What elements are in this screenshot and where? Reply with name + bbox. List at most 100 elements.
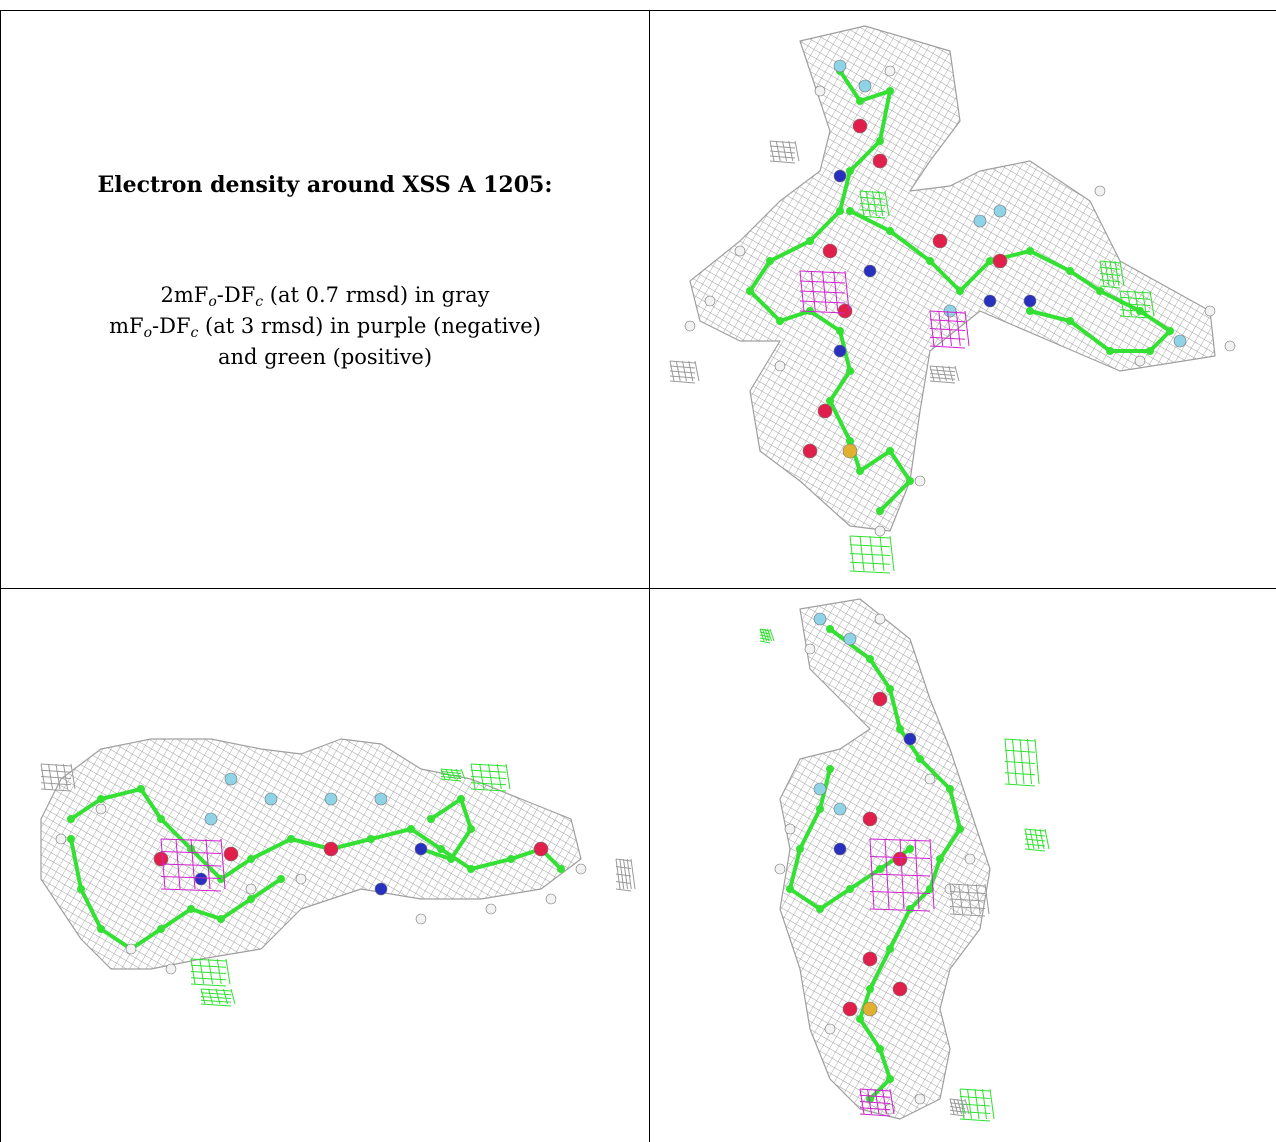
carbon-atom [826,625,834,633]
nitrogen-atom [833,842,847,856]
fluorine-atom [843,632,857,646]
carbon-atom [886,87,894,95]
noise-mesh [949,883,990,917]
carbon-atom [886,1075,894,1083]
fluorine-atom [833,59,847,73]
carbon-atom [1026,307,1034,315]
hydrogen-atom [964,853,976,865]
noise-mesh [929,365,960,384]
density-view-bottom-left [40,738,636,1007]
legend-line-green: and green (positive) [217,345,433,369]
carbon-atom [507,855,515,863]
negative-density [799,270,850,314]
carbon-atom [157,925,165,933]
positive-density [1024,828,1050,852]
carbon-atom [287,835,295,843]
carbon-atom [776,317,784,325]
hydrogen-atom [814,85,826,97]
positive-density [1004,738,1040,787]
carbon-atom [886,685,894,693]
caption-title: Electron density around XSS A 1205: [97,172,553,198]
carbon-atom [896,725,904,733]
carbon-atom [786,885,794,893]
nitrogen-atom [833,344,847,358]
negative-density [929,310,970,349]
positive-density [959,1088,995,1122]
carbon-atom [856,1015,864,1023]
fluorine-atom [374,792,388,806]
carbon-atom [826,765,834,773]
ligand-backbone [69,787,563,881]
view-bottom-right [650,589,1276,1142]
nitrogen-atom [374,882,388,896]
carbon-atom [427,815,435,823]
carbon-atom [886,945,894,953]
view-bottom-left [1,589,649,1142]
carbon-atom [217,875,225,883]
oxygen-atom [533,841,549,857]
carbon-atom [1066,317,1074,325]
fluorine-atom [943,304,957,318]
positive-density [470,763,511,792]
positive-density [200,988,236,1007]
carbon-atom [856,97,864,105]
oxygen-atom [892,981,908,997]
carbon-atom [876,507,884,515]
fluorine-atom [813,612,827,626]
carbon-atom [856,467,864,475]
carbon-atom [936,855,944,863]
hydrogen-atom [1094,185,1106,197]
hydrogen-atom [914,1093,926,1105]
hydrogen-atom [125,943,137,955]
carbon-atom [866,1095,874,1103]
carbon-atom [866,655,874,663]
carbon-atom [956,287,964,295]
hydrogen-atom [884,65,896,77]
carbon-atom [846,437,854,445]
carbon-atom [876,137,884,145]
nitrogen-atom [903,732,917,746]
hydrogen-atom [55,833,67,845]
fluorine-atom [833,802,847,816]
carbon-atom [816,805,824,813]
carbon-atom [886,227,894,235]
carbon-atom [766,257,774,265]
fluorine-atom [973,214,987,228]
carbon-atom [846,367,854,375]
carbon-atom [467,865,475,873]
hydrogen-atom [824,1023,836,1035]
carbon-atom [407,825,415,833]
carbon-atom [836,327,844,335]
ligand-branch [788,767,912,911]
density-mesh [689,25,1216,532]
table-border-top [0,10,1276,11]
fluorine-atom [224,772,238,786]
oxygen-atom [872,153,888,169]
nitrogen-atom [194,872,208,886]
oxygen-atom [837,303,853,319]
oxygen-atom [932,233,948,249]
carbon-atom [796,845,804,853]
carbon-atom [906,905,914,913]
hydrogen-atom [784,823,796,835]
oxygen-atom [842,1001,858,1017]
carbon-atom [67,815,75,823]
carbon-atom [97,925,105,933]
oxygen-atom [817,403,833,419]
carbon-atom [846,167,854,175]
hydrogen-atom [924,773,936,785]
noise-mesh [40,763,76,792]
density-mesh [40,738,582,970]
carbon-atom [926,257,934,265]
hydrogen-atom [485,903,497,915]
hydrogen-atom [545,893,557,905]
carbon-atom [187,905,195,913]
carbon-atom [137,785,145,793]
hydrogen-atom [914,475,926,487]
negative-density [160,838,226,892]
legend-line-2mfo-dfc: 2mFo-DFc (at 0.7 rmsd) in gray [160,283,490,310]
fluorine-atom [1173,334,1187,348]
positive-density [759,628,775,644]
carbon-atom [437,845,445,853]
